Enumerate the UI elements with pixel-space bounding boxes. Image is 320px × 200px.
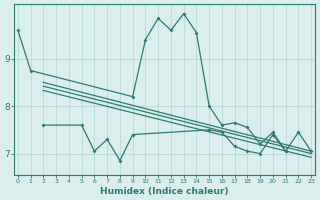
X-axis label: Humidex (Indice chaleur): Humidex (Indice chaleur): [100, 187, 229, 196]
